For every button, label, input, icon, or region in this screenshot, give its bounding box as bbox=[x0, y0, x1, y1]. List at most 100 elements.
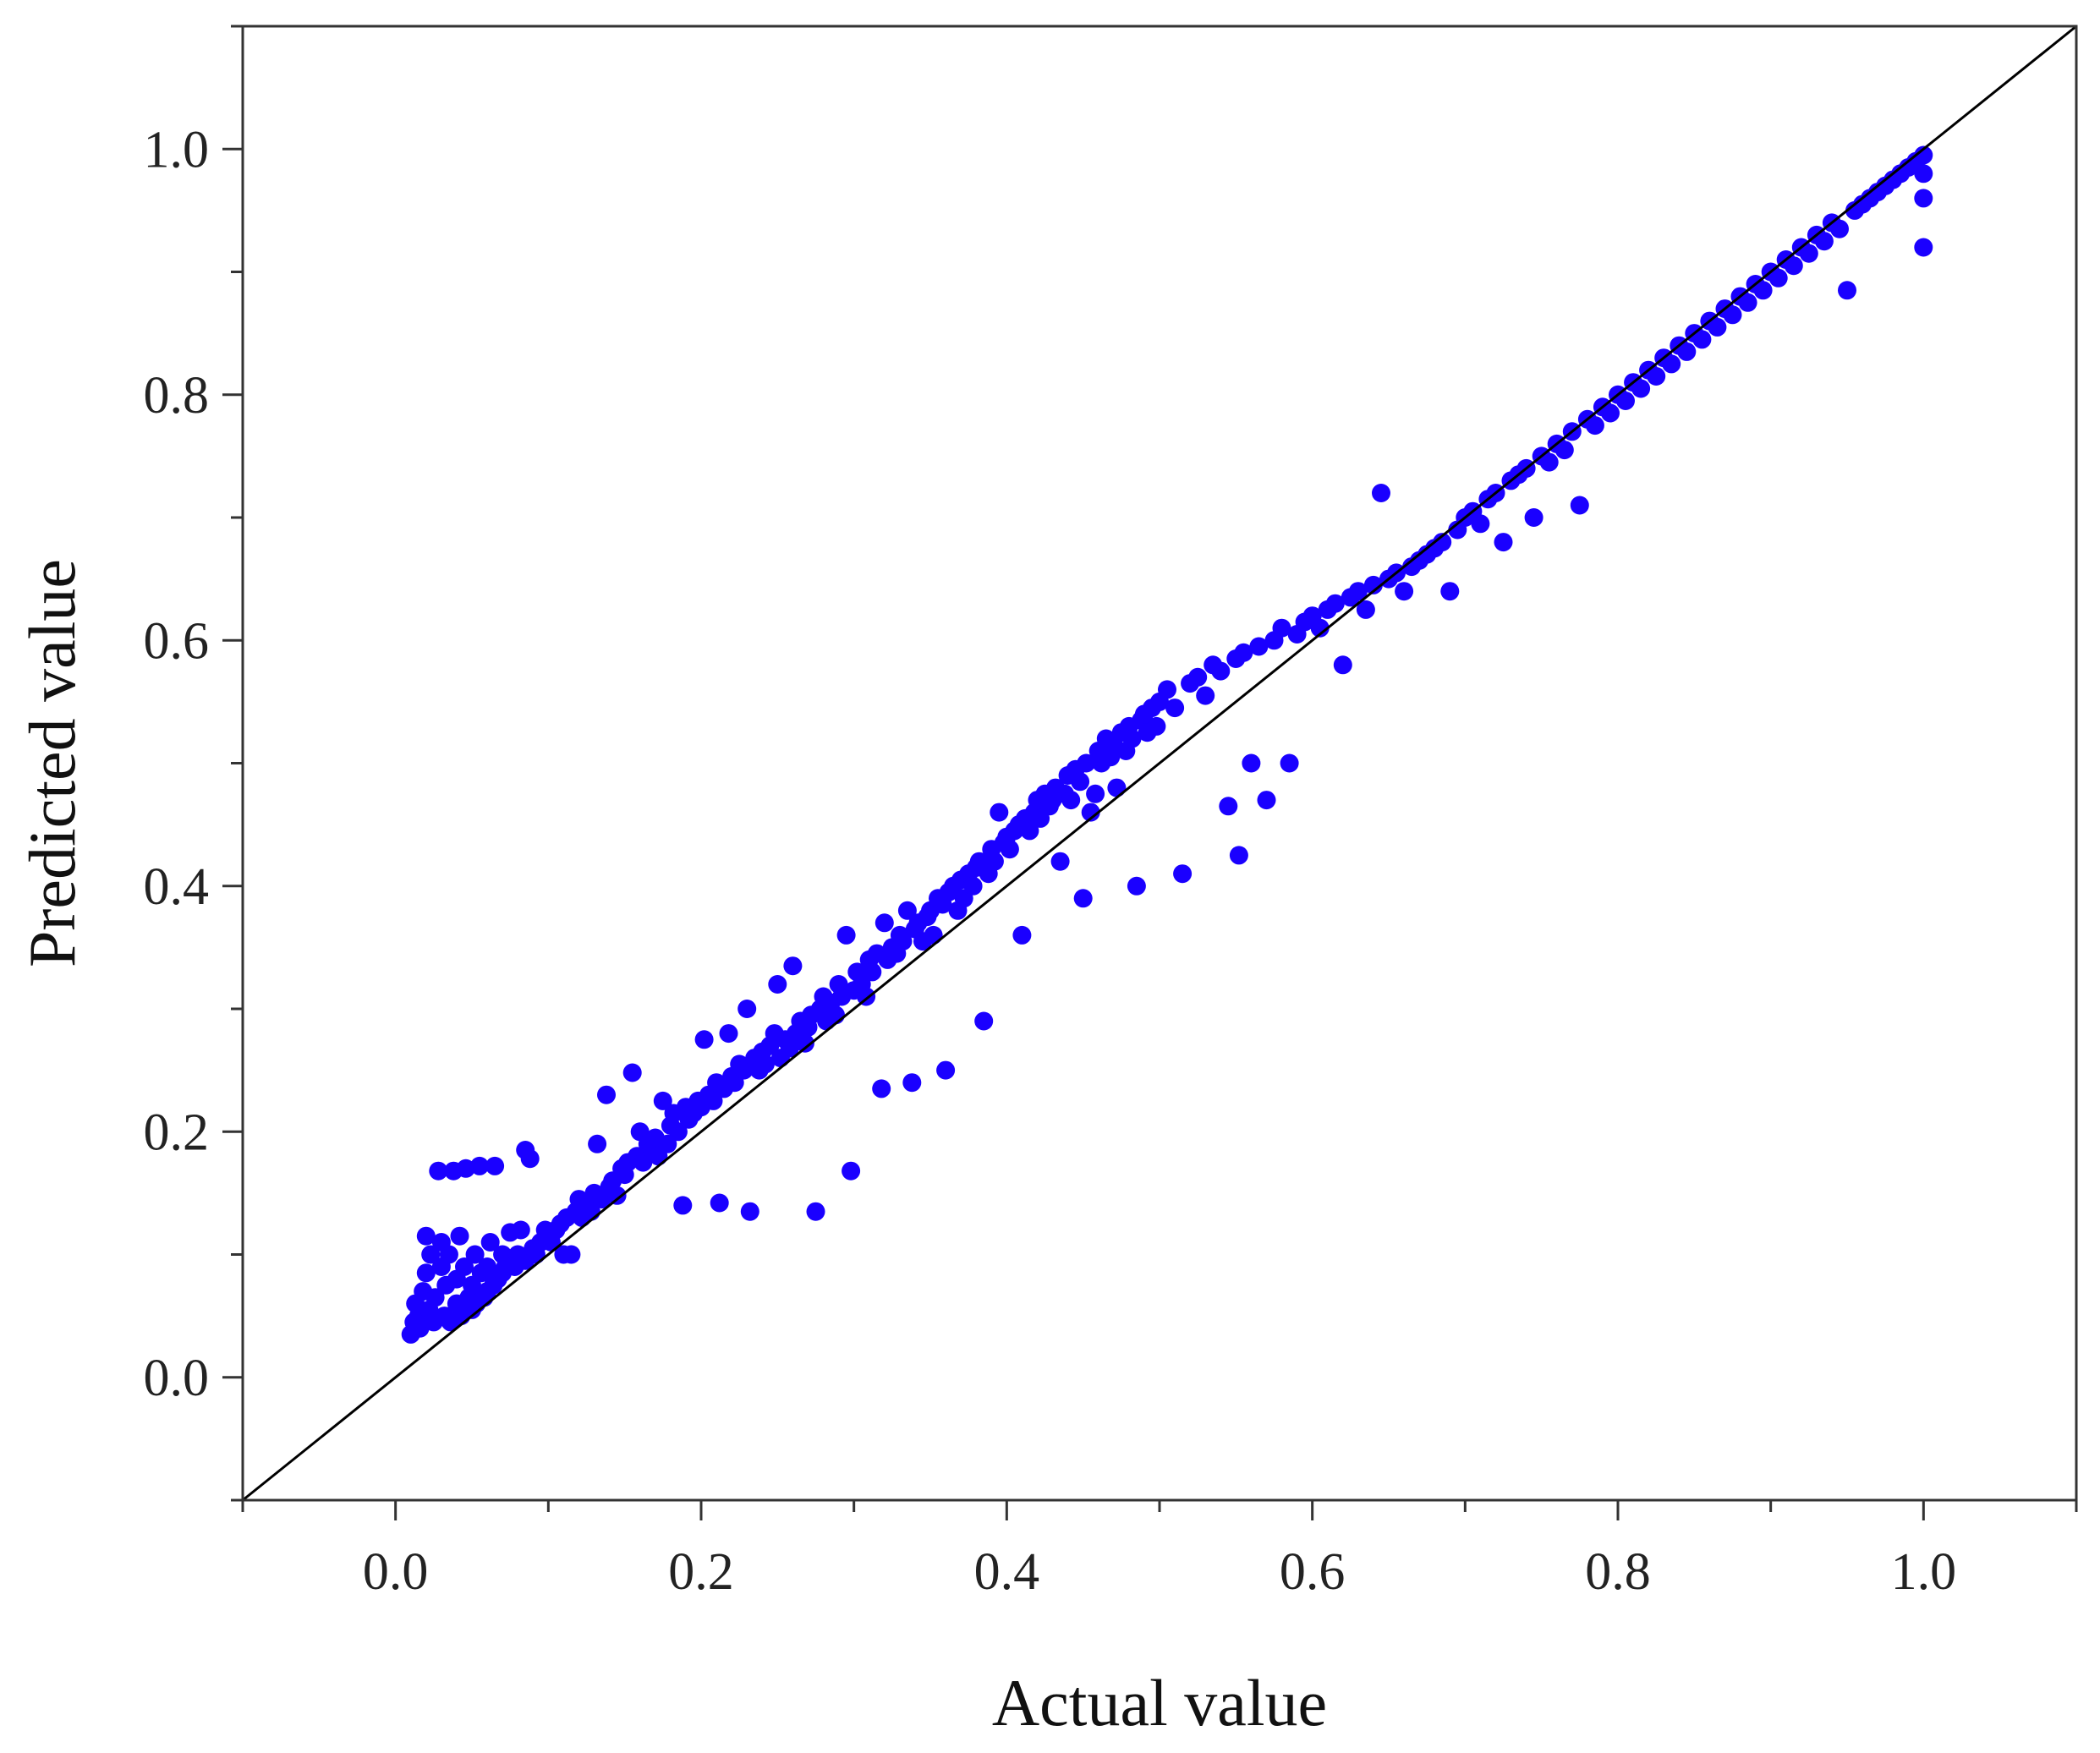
scatter-point-148 bbox=[897, 901, 917, 920]
scatter-point-105 bbox=[734, 1060, 754, 1080]
scatter-point-31 bbox=[470, 1156, 489, 1175]
scatter-point-272 bbox=[1585, 416, 1604, 436]
scatter-point-298 bbox=[1784, 256, 1803, 276]
x-tick-label-1: 0.2 bbox=[668, 1543, 734, 1601]
scatter-point-282 bbox=[1662, 354, 1681, 374]
scatter-point-29 bbox=[465, 1245, 485, 1264]
tick-labels: 0.0 0.2 0.4 0.6 0.8 1.0 0.0 0.2 0.4 0.6 0.8 1.0 bbox=[144, 121, 1957, 1601]
scatter-point-236 bbox=[1310, 618, 1330, 638]
scatter-point-232 bbox=[1280, 753, 1299, 773]
scatter-point-142 bbox=[875, 913, 894, 933]
scatter-point-139 bbox=[863, 962, 882, 982]
scatter-point-114 bbox=[768, 975, 787, 994]
y-tick-label-1: 0.2 bbox=[144, 1104, 210, 1161]
scatter-point-36 bbox=[480, 1233, 500, 1252]
scatter-point-12 bbox=[429, 1161, 448, 1181]
scatter-point-147 bbox=[893, 932, 913, 951]
scatter-point-60 bbox=[562, 1245, 581, 1264]
scatter-point-72 bbox=[607, 1186, 627, 1205]
scatter-point-191 bbox=[1061, 791, 1081, 810]
scatter-point-216 bbox=[1165, 698, 1185, 718]
scatter-point-97 bbox=[704, 1091, 723, 1110]
scatter-point-223 bbox=[1219, 797, 1238, 816]
scatter-point-305 bbox=[1838, 281, 1856, 300]
scatter-point-124 bbox=[806, 1202, 825, 1221]
scatter-point-194 bbox=[1073, 889, 1093, 908]
scatter-point-84 bbox=[653, 1091, 672, 1110]
scatter-point-197 bbox=[1086, 784, 1105, 803]
scatter-point-238 bbox=[1325, 594, 1345, 613]
scatter-point-266 bbox=[1539, 452, 1559, 472]
scatter-point-141 bbox=[872, 1079, 891, 1098]
scatter-point-22 bbox=[450, 1226, 469, 1246]
scatter-point-208 bbox=[1127, 876, 1146, 896]
scatter-point-288 bbox=[1708, 317, 1727, 337]
scatter-point-296 bbox=[1768, 268, 1788, 288]
scatter-point-11 bbox=[425, 1288, 445, 1307]
scatter-point-278 bbox=[1631, 379, 1651, 398]
scatter-point-171 bbox=[984, 852, 1004, 871]
scatter-point-302 bbox=[1814, 232, 1834, 251]
scatter-point-219 bbox=[1188, 667, 1208, 687]
scatter-point-35 bbox=[478, 1257, 497, 1276]
scatter-point-318 bbox=[1914, 145, 1933, 165]
scatter-point-226 bbox=[1234, 643, 1253, 662]
scatter-point-46 bbox=[511, 1220, 530, 1240]
scatter-point-95 bbox=[694, 1030, 714, 1049]
scatter-point-6 bbox=[416, 1226, 436, 1246]
scatter-point-85 bbox=[658, 1134, 677, 1153]
scatter-point-294 bbox=[1753, 281, 1773, 300]
scatter-point-280 bbox=[1647, 367, 1666, 386]
scatter-point-149 bbox=[902, 1073, 922, 1093]
identity-reference-line bbox=[242, 25, 2077, 1502]
scatter-point-69 bbox=[597, 1085, 616, 1104]
scatter-point-99 bbox=[710, 1193, 729, 1213]
scatter-point-118 bbox=[783, 956, 803, 976]
scatter-point-274 bbox=[1601, 403, 1620, 423]
scatter-point-168 bbox=[974, 1011, 994, 1031]
scatter-point-229 bbox=[1257, 791, 1276, 810]
y-tick-label-4: 0.8 bbox=[144, 367, 210, 425]
scatter-point-220 bbox=[1196, 686, 1215, 705]
scatter-point-217 bbox=[1173, 864, 1193, 884]
scatter-point-172 bbox=[990, 803, 1009, 822]
scatter-point-38 bbox=[485, 1156, 505, 1175]
y-tick-label-0: 0.0 bbox=[144, 1350, 210, 1407]
scatter-point-195 bbox=[1077, 753, 1096, 773]
scatter-point-315 bbox=[1914, 238, 1933, 257]
axis-ticks bbox=[222, 25, 2078, 1520]
scatter-point-67 bbox=[588, 1134, 607, 1153]
y-tick-label-2: 0.4 bbox=[144, 858, 210, 916]
scatter-point-228 bbox=[1249, 637, 1269, 656]
scatter-point-7 bbox=[416, 1263, 436, 1283]
scatter-point-196 bbox=[1081, 803, 1100, 822]
scatter-point-121 bbox=[795, 1033, 814, 1053]
scatter-point-132 bbox=[836, 925, 856, 945]
scatter-point-239 bbox=[1333, 655, 1352, 675]
scatter-point-107 bbox=[740, 1202, 759, 1221]
scatter-point-129 bbox=[826, 1005, 845, 1025]
scatter-point-178 bbox=[1012, 925, 1032, 945]
y-axis-title: Predicted value bbox=[15, 559, 89, 967]
scatter-point-9 bbox=[421, 1245, 441, 1264]
scatter-point-316 bbox=[1914, 189, 1933, 208]
scatter-point-225 bbox=[1229, 846, 1248, 865]
scatter-point-207 bbox=[1122, 729, 1142, 748]
scatter-point-231 bbox=[1272, 618, 1291, 638]
scatter-point-101 bbox=[719, 1024, 738, 1044]
scatter-point-106 bbox=[737, 1000, 757, 1018]
scatter-point-242 bbox=[1356, 600, 1375, 619]
scatter-point-49 bbox=[520, 1149, 540, 1169]
x-axis-title: Actual value bbox=[992, 1666, 1327, 1739]
y-tick-label-3: 0.6 bbox=[144, 612, 210, 670]
scatter-point-76 bbox=[622, 1063, 642, 1082]
scatter-point-25 bbox=[456, 1159, 475, 1178]
scatter-point-292 bbox=[1738, 293, 1757, 312]
scatter-point-111 bbox=[755, 1055, 775, 1074]
scatter-point-88 bbox=[668, 1122, 688, 1142]
scatter-point-213 bbox=[1147, 716, 1166, 736]
scatter-point-175 bbox=[1000, 840, 1019, 859]
scatter-point-247 bbox=[1395, 582, 1414, 601]
scatter-point-317 bbox=[1914, 164, 1933, 184]
